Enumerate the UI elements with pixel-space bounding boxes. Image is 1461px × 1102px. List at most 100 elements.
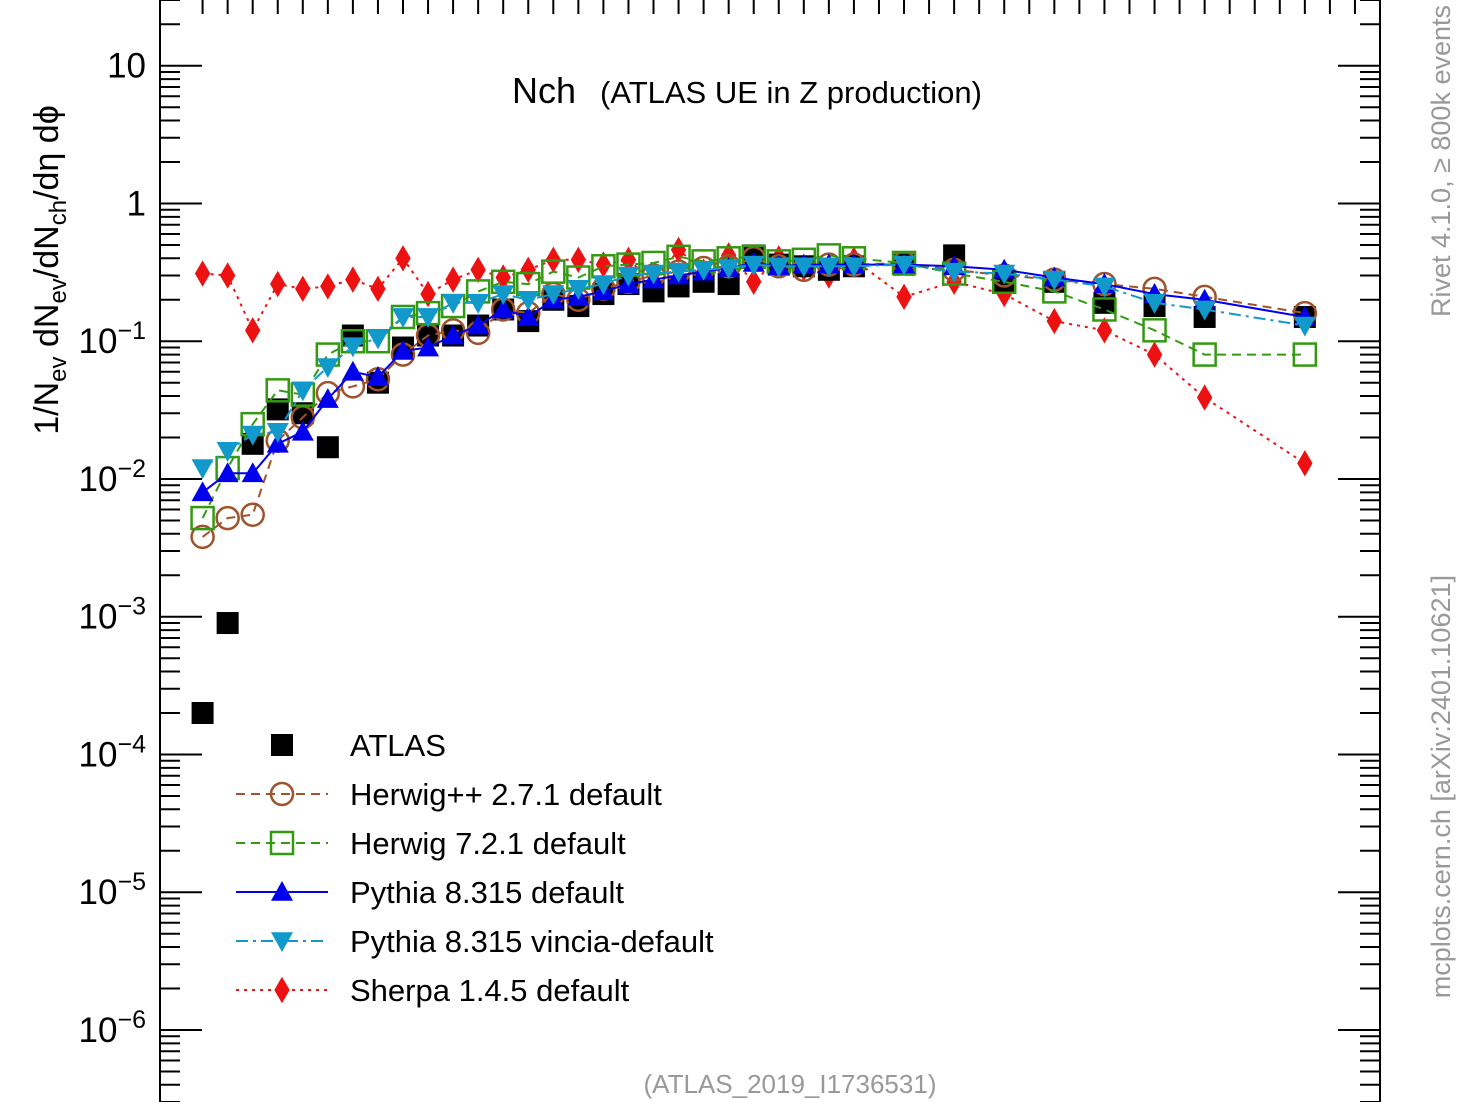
data-point [1143, 294, 1166, 314]
data-point [190, 505, 215, 531]
data-point [366, 329, 389, 350]
data-point [442, 324, 465, 345]
y-tick-label: 10−1 [79, 317, 146, 361]
legend-label: ATLAS [350, 728, 446, 763]
legend-entry: ATLAS [271, 728, 446, 763]
data-point [746, 268, 762, 296]
data-point [742, 255, 765, 276]
data-point [442, 294, 465, 314]
series-line [202, 263, 1305, 469]
axis-ticks: 10 1 10−1 10−2 10−3 10−4 10−5 10−6 [79, 0, 1380, 1102]
legend-label: Pythia 8.315 vincia-default [350, 924, 714, 959]
legend-entry: Herwig++ 2.7.1 default [236, 777, 662, 812]
data-point [567, 280, 590, 300]
data-point [817, 257, 840, 278]
legend-label: Herwig 7.2.1 default [350, 826, 626, 861]
series-4 [191, 255, 1316, 480]
data-point [291, 381, 314, 402]
legend-label: Sherpa 1.4.5 default [350, 973, 630, 1008]
y-tick-label: 10−6 [79, 1006, 146, 1050]
data-point [520, 256, 536, 283]
rivet-annotation: Rivet 4.1.0, ≥ 800k events [1426, 5, 1456, 317]
data-point [467, 294, 490, 314]
data-point [1043, 270, 1066, 291]
data-point [842, 257, 865, 278]
chart-title: Nch [512, 70, 576, 111]
data-point [316, 358, 339, 378]
data-point [642, 264, 665, 285]
data-point [240, 502, 265, 527]
y-tick-label: 10−4 [79, 730, 147, 774]
legend-marker [269, 781, 295, 807]
plot-frame [159, 0, 1381, 1102]
data-point [241, 425, 264, 446]
series-line [201, 257, 1305, 538]
data-point [370, 275, 386, 303]
data-point [191, 459, 214, 480]
data-point [1093, 277, 1116, 298]
legend: ATLAS Herwig++ 2.7.1 default Herwig 7.2.1 … [236, 728, 714, 1008]
data-point [717, 273, 740, 296]
data-point [767, 257, 790, 278]
legend-marker [269, 830, 295, 856]
data-point [216, 612, 239, 635]
data-point [194, 260, 211, 287]
legend-entry: Pythia 8.315 default [236, 875, 624, 910]
legend-marker [271, 932, 293, 952]
legend-entry: Sherpa 1.4.5 default [236, 973, 630, 1008]
data-point [570, 246, 587, 274]
data-point [345, 266, 361, 293]
data-point [592, 275, 615, 296]
data-point [717, 259, 740, 280]
data-point [595, 251, 612, 278]
data-point [316, 388, 339, 408]
data-point [190, 524, 215, 550]
data-point [667, 262, 690, 283]
data-point [366, 365, 389, 386]
legend-marker [271, 734, 293, 756]
legend-label: Pythia 8.315 default [350, 875, 624, 910]
data-point [517, 290, 540, 311]
data-point [1297, 450, 1313, 477]
y-tick-label: 10 [107, 47, 146, 86]
data-point [391, 339, 414, 360]
data-point [1046, 307, 1063, 335]
data-point [191, 702, 214, 725]
data-point [341, 360, 364, 381]
data-point [191, 481, 214, 502]
y-tick-label: 1 [127, 184, 146, 223]
data-point [266, 398, 289, 421]
data-point [792, 257, 815, 278]
data-point [617, 266, 640, 287]
data-point [542, 285, 565, 306]
legend-entry: Pythia 8.315 vincia-default [236, 924, 714, 959]
data-point [391, 308, 414, 328]
legend-label: Herwig++ 2.7.1 default [350, 777, 662, 812]
data-point [241, 462, 264, 483]
data-point [993, 264, 1016, 285]
data-point [467, 314, 490, 335]
y-axis-label: 1/Nev dNev/dNch/dη dϕ [28, 105, 72, 435]
data-point [216, 462, 239, 483]
data-point [893, 255, 916, 276]
data-point [395, 245, 411, 272]
data-point [1092, 297, 1117, 322]
data-point [943, 262, 966, 283]
data-point [270, 270, 286, 298]
data-point [1096, 317, 1113, 344]
series-line [201, 254, 1305, 519]
data-point [295, 275, 311, 303]
data-point [320, 273, 336, 300]
legend-marker [274, 976, 290, 1004]
data-point [216, 442, 239, 462]
chart-subtitle: (ATLAS UE in Z production) [600, 75, 982, 110]
legend-marker [271, 881, 293, 901]
data-point [417, 308, 440, 328]
data-series [190, 236, 1318, 725]
legend-entry: Herwig 7.2.1 default [236, 826, 626, 861]
y-tick-label: 10−5 [79, 868, 146, 912]
data-point [219, 262, 236, 289]
data-point [215, 505, 240, 531]
data-point [1192, 342, 1217, 367]
